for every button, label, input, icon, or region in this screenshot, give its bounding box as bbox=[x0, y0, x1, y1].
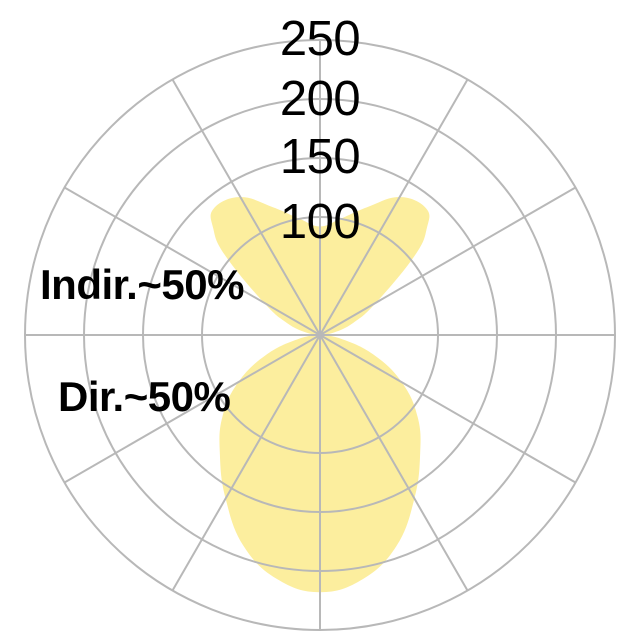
polar-grid bbox=[25, 40, 615, 630]
direct-label: Dir.~50% bbox=[58, 373, 230, 420]
light-distribution-polar-chart: 250 200150 100 Indir.~50% Dir.~50% bbox=[0, 0, 640, 640]
ring-label: 250 bbox=[280, 12, 360, 66]
ring-label: 150 bbox=[280, 130, 360, 184]
ring-label: 200 bbox=[280, 72, 360, 126]
ring-label: 100 bbox=[280, 195, 360, 249]
indirect-label: Indir.~50% bbox=[40, 261, 244, 308]
